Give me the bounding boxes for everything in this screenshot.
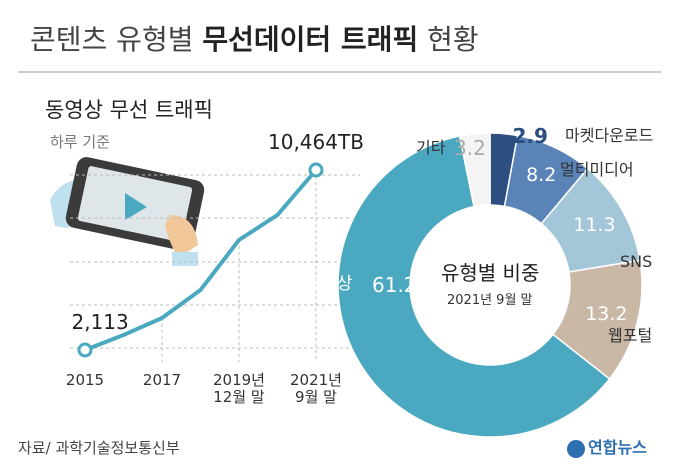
- donut-slice: [458, 132, 491, 208]
- category-label: SNS: [620, 252, 653, 271]
- data-label: 10,464TB: [268, 129, 364, 154]
- line: [84, 168, 318, 352]
- data-label: 13.2: [585, 302, 628, 325]
- data-label: 2.9: [512, 123, 548, 148]
- point-marker: [77, 342, 93, 358]
- data-label: 동영상: [305, 274, 353, 295]
- category-label: 멀티미디어: [560, 160, 634, 179]
- x-tick-label: 2019년 12월 말: [213, 371, 265, 407]
- donut-subtitle: 2021년 9월 말: [447, 292, 533, 308]
- title-part: 현황: [427, 23, 479, 56]
- point-marker: [308, 162, 324, 178]
- x-tick-label: 2017: [142, 371, 182, 389]
- title-part: 콘텐츠 유형별: [30, 23, 194, 56]
- data-label: 61.2%: [372, 272, 436, 297]
- title-part: 무선데이터 트래픽: [202, 23, 419, 56]
- line-subtitle: 하루 기준: [50, 133, 110, 151]
- data-label: 2,113: [71, 309, 129, 334]
- title: 콘텐츠 유형별 무선데이터 트래픽 현황: [30, 23, 479, 56]
- category-label: 웹포털: [608, 326, 653, 345]
- donut-slice: [337, 135, 611, 438]
- data-label: 3.2: [454, 135, 486, 160]
- phone-illustration: [50, 157, 205, 266]
- category-label: 기타: [416, 138, 446, 157]
- category-label: 마켓다운로드: [565, 126, 654, 145]
- line-title: 동영상 무선 트래픽: [45, 98, 213, 122]
- logo: 연합뉴스: [588, 438, 647, 457]
- donut-hole: [411, 206, 569, 364]
- logo-icon: [567, 440, 585, 458]
- x-tick-label: 2015: [65, 371, 105, 389]
- data-label: 11.3: [573, 213, 616, 236]
- donut-title: 유형별 비중: [441, 260, 540, 285]
- data-label: 8.2: [526, 164, 557, 187]
- source: 자료/ 과학기술정보통신부: [18, 439, 180, 457]
- x-tick-label: 2021년 9월 말: [290, 371, 342, 407]
